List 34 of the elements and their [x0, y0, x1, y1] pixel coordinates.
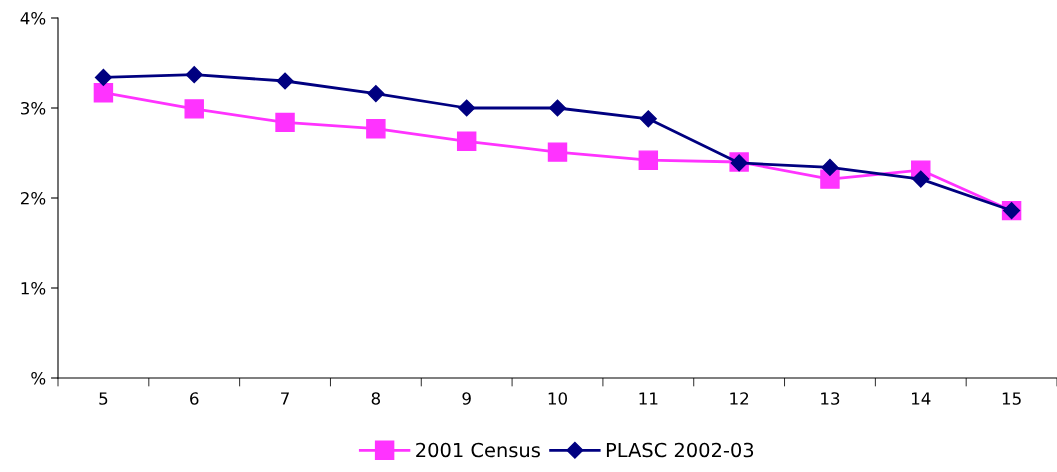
x-tick-label: 13: [821, 392, 840, 405]
point: [367, 85, 385, 103]
point: [185, 66, 203, 84]
x-tick-label: 11: [639, 392, 658, 405]
x-tick-label: 12: [730, 392, 749, 405]
x-tick-label: 10: [548, 392, 567, 405]
point: [821, 158, 839, 176]
x-tick-label: 9: [462, 392, 471, 405]
point: [912, 170, 930, 188]
point: [275, 112, 295, 133]
x-tick-label: 8: [371, 392, 381, 405]
point: [458, 99, 476, 117]
point: [366, 118, 386, 139]
x-tick-label: 5: [99, 392, 108, 405]
point: [184, 99, 204, 119]
legend-label: PLASC 2002-03: [606, 442, 754, 458]
x-tick-label: 14: [912, 392, 931, 405]
point: [548, 99, 567, 117]
point: [93, 82, 114, 103]
point: [547, 142, 568, 162]
point: [639, 110, 657, 128]
y-tick-label: 3%: [21, 101, 46, 115]
y-tick-label: 2%: [20, 191, 46, 205]
x-tick-label: 6: [190, 392, 199, 405]
y-tick-label: %: [31, 371, 46, 385]
x-tick-label: 15: [1002, 392, 1021, 405]
y-tick-label: 4%: [20, 11, 46, 25]
y-tick-label: 1%: [21, 281, 46, 295]
point: [638, 150, 659, 170]
point: [456, 131, 477, 152]
point: [276, 72, 294, 90]
point: [94, 68, 112, 86]
legend-label: 2001 Census: [416, 442, 540, 458]
x-tick-label: 7: [281, 392, 289, 405]
